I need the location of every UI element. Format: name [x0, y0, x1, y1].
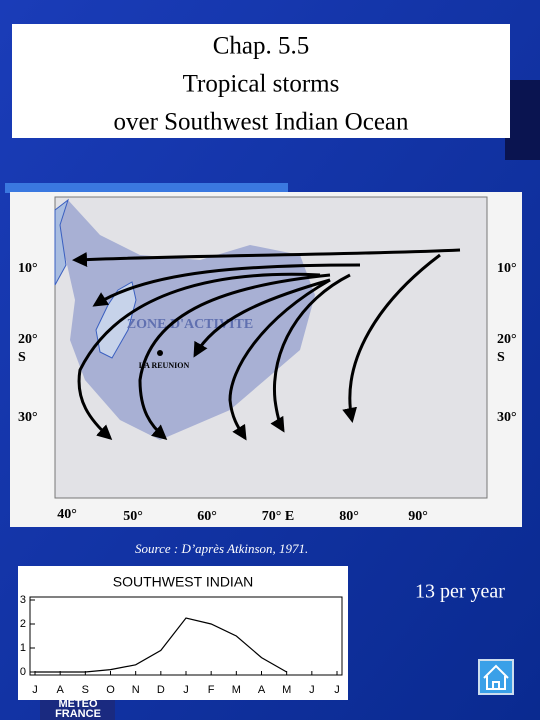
- logo-box: [40, 700, 115, 720]
- title-line: Chap. 5.5: [213, 33, 310, 60]
- lat-label: 30°: [18, 410, 38, 425]
- x-tick-label: J: [32, 684, 38, 696]
- x-tick-label: A: [258, 684, 266, 696]
- track: [92, 263, 361, 307]
- accent-bar: [505, 80, 540, 160]
- activity-zone: [56, 200, 315, 440]
- x-tick-label: M: [232, 684, 241, 696]
- island-label: LA REUNION: [139, 361, 190, 370]
- chart-frame: [18, 566, 348, 700]
- x-tick-label: N: [132, 684, 140, 696]
- lat-label: 20°: [18, 332, 38, 347]
- y-tick-label: 2: [20, 618, 26, 630]
- title-line: Tropical storms: [183, 71, 340, 98]
- track: [342, 253, 441, 423]
- title-box: [12, 24, 510, 138]
- x-tick-label: J: [334, 684, 340, 696]
- reunion-dot: [157, 350, 163, 356]
- lat-label: 30°: [497, 410, 517, 425]
- lat-label: S: [18, 350, 26, 365]
- track: [138, 273, 331, 440]
- line: [35, 617, 287, 673]
- accent-strip: [5, 183, 288, 193]
- logo-text: METEO: [58, 698, 98, 710]
- rate: 13 per year: [415, 581, 505, 603]
- africa-coast: [54, 198, 69, 286]
- lat-label: 10°: [18, 261, 38, 276]
- logo-text: FRANCE: [55, 708, 101, 720]
- lon-labels: 40° 50° 60° 70° E 80° 90°: [57, 507, 428, 524]
- lon-label: 80°: [339, 509, 359, 524]
- y-tick-label: 3: [20, 594, 26, 606]
- lat-label: 20°: [497, 332, 517, 347]
- x-tick-label: F: [208, 684, 215, 696]
- lat-label: 10°: [497, 261, 517, 276]
- x-tick-label: J: [309, 684, 315, 696]
- lon-label: 90°: [408, 509, 428, 524]
- zone-label: ZONE D'ACTIVITE: [127, 317, 253, 332]
- track: [270, 273, 351, 433]
- y-tick-label: 0: [20, 666, 26, 678]
- track: [193, 278, 331, 358]
- x-tick-label: M: [282, 684, 291, 696]
- x-tick-label: O: [106, 684, 115, 696]
- lon-label: 60°: [197, 509, 217, 524]
- home-button[interactable]: [478, 659, 514, 695]
- chart: 0 1 2 3 J A S O N D J F M A M J J: [20, 594, 343, 696]
- track: [72, 248, 461, 268]
- lon-label: 40°: [57, 507, 77, 522]
- x-tick-label: J: [183, 684, 189, 696]
- track: [228, 278, 331, 441]
- x-tick-label: D: [157, 684, 165, 696]
- storm-tracks: [72, 248, 461, 441]
- source: Source : D’après Atkinson, 1971.: [135, 541, 308, 556]
- y-tick-label: 1: [20, 642, 26, 654]
- x-tick-label: A: [56, 684, 64, 696]
- chart-title: SOUTHWEST INDIAN: [113, 574, 254, 590]
- title-line: over Southwest Indian Ocean: [113, 109, 409, 136]
- lat-labels: 10° 20° S 30° 10° 20° S 30°: [18, 261, 517, 425]
- track: [77, 272, 321, 441]
- lat-label: S: [497, 350, 505, 365]
- lon-label: 50°: [123, 509, 143, 524]
- lon-label: 70° E: [262, 509, 294, 524]
- home-icon[interactable]: [483, 664, 509, 690]
- x-tick-label: S: [82, 684, 89, 696]
